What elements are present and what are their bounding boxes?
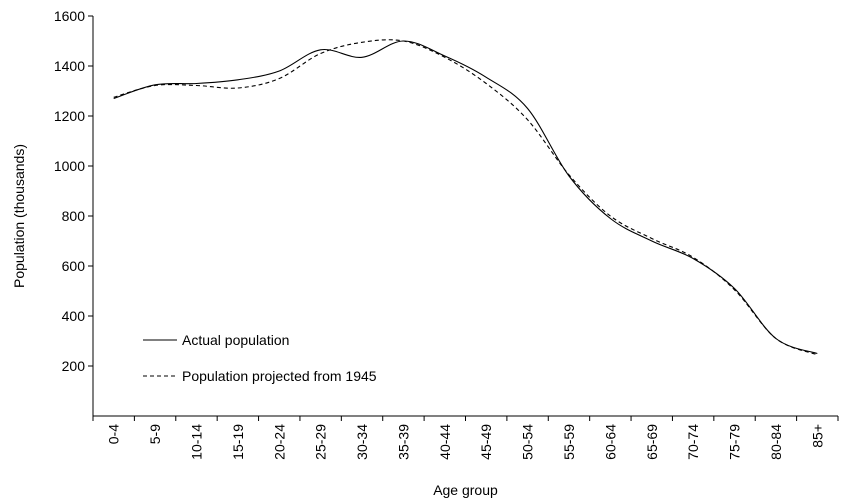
x-tick-label: 40-44 <box>437 424 453 460</box>
y-tick-label: 400 <box>62 308 86 324</box>
y-tick-label: 600 <box>62 258 86 274</box>
x-tick-label: 20-24 <box>271 424 287 460</box>
actual-population-line <box>113 40 818 355</box>
y-tick-label: 800 <box>62 208 86 224</box>
legend-label-actual: Actual population <box>182 332 289 348</box>
y-tick-label: 200 <box>62 358 86 374</box>
legend-label-projected: Population projected from 1945 <box>182 368 377 384</box>
projected-population-line <box>113 39 818 356</box>
y-tick-label: 1400 <box>54 58 85 74</box>
x-tick-label: 25-29 <box>313 424 329 460</box>
series-layer <box>113 39 818 356</box>
x-tick-label: 50-54 <box>520 424 536 460</box>
x-tick-label: 5-9 <box>147 424 163 444</box>
x-tick-label: 15-19 <box>230 424 246 460</box>
x-tick-label: 70-74 <box>685 424 701 460</box>
x-axis-title: Age group <box>433 482 498 498</box>
y-axis-title: Population (thousands) <box>11 144 27 288</box>
x-axis-ticks: 0-4 5-9 10-14 15-19 20-24 25-29 30-34 35-39 40-4… <box>92 416 839 460</box>
y-axis-ticks: 200 400 600 800 1000 1200 1400 1600 <box>54 8 93 374</box>
x-tick-label: 10-14 <box>188 424 204 460</box>
x-tick-label: 60-64 <box>602 424 618 460</box>
x-tick-label: 75-79 <box>727 424 743 460</box>
x-tick-label: 80-84 <box>768 424 784 460</box>
x-tick-label: 55-59 <box>561 424 577 460</box>
x-tick-label: 0-4 <box>106 424 122 444</box>
x-tick-label: 65-69 <box>644 424 660 460</box>
x-tick-label: 45-49 <box>478 424 494 460</box>
y-tick-label: 1000 <box>54 158 85 174</box>
x-tick-label: 30-34 <box>354 424 370 460</box>
x-tick-label: 85+ <box>809 424 825 448</box>
y-tick-label: 1200 <box>54 108 85 124</box>
x-tick-label: 35-39 <box>395 424 411 460</box>
legend: Actual population Population projected f… <box>143 332 377 384</box>
y-tick-label: 1600 <box>54 8 85 24</box>
